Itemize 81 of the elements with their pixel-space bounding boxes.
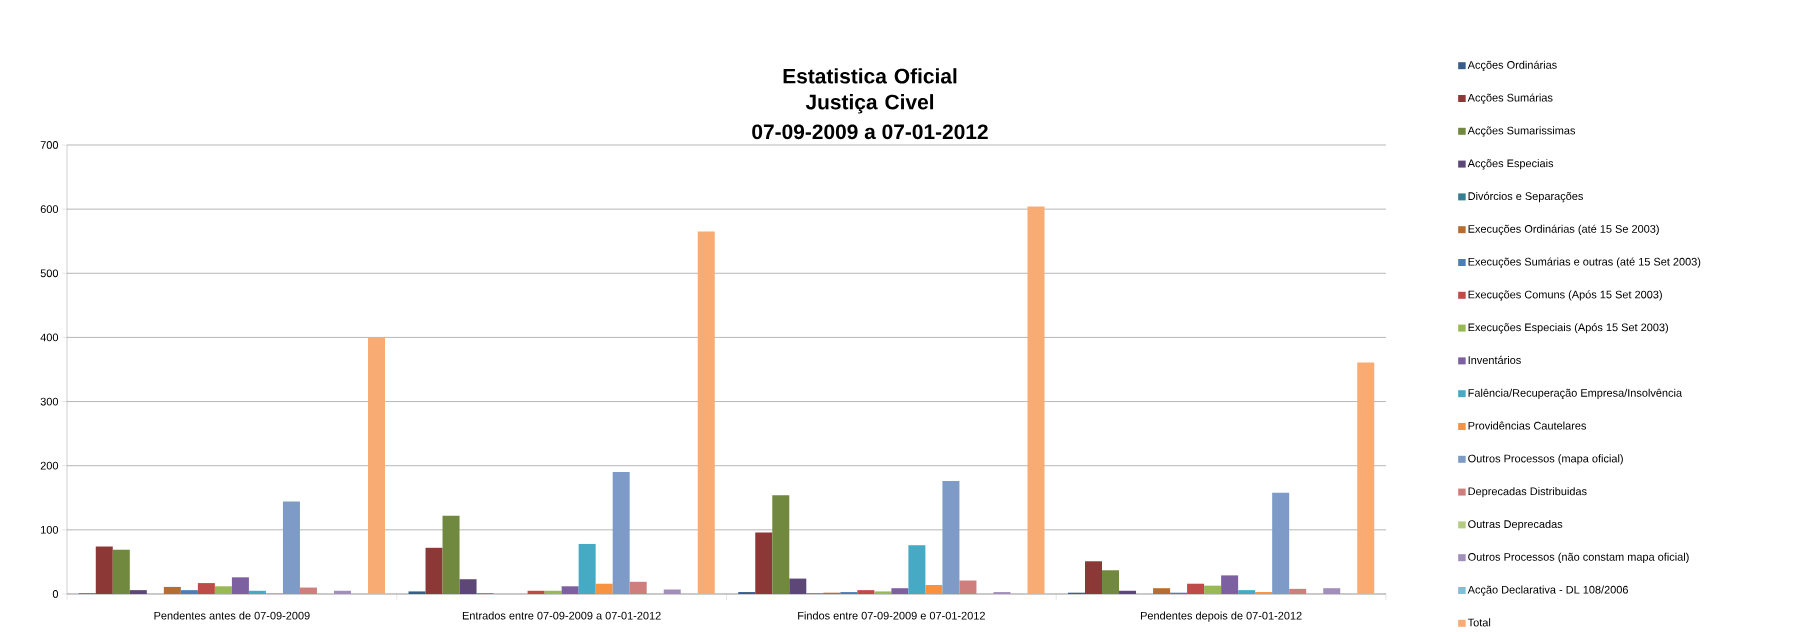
legend-label: Execuções Comuns (Após 15 Set 2003)	[1468, 290, 1662, 301]
bar	[697, 231, 715, 594]
bar	[1027, 206, 1045, 594]
bar	[891, 588, 909, 594]
bar	[129, 590, 147, 594]
legend-label: Execuções Sumárias e outras (até 15 Set 2003)	[1468, 257, 1701, 268]
x-tick-label: Entrados entre 07-09-2009 a 07-01-2012	[462, 611, 661, 620]
legend-label: Acção Declarativa - DL 108/2006	[1467, 585, 1628, 596]
y-tick-label: 300	[40, 397, 59, 406]
bar	[231, 577, 249, 594]
bar	[629, 581, 647, 594]
legend-label: Acções Ordinárias	[1467, 60, 1557, 72]
bar	[612, 472, 630, 594]
legend-label: Execuções Especiais (Após 15 Set 2003)	[1468, 323, 1668, 334]
bar	[925, 585, 943, 594]
bar	[544, 590, 562, 594]
bar	[333, 590, 351, 594]
y-tick-label: 500	[40, 269, 59, 278]
bar	[755, 532, 773, 594]
legend-label: Providências Cautelares	[1468, 421, 1587, 430]
bar	[1204, 585, 1222, 594]
bar	[959, 580, 977, 594]
bar	[1289, 588, 1307, 594]
bar	[789, 578, 807, 594]
bar	[1153, 588, 1171, 594]
y-tick-label: 600	[40, 205, 59, 214]
bar	[1238, 590, 1256, 594]
bar	[459, 579, 477, 594]
bar	[663, 589, 681, 594]
legend-label: Divórcios e Separações	[1468, 191, 1583, 203]
legend-label: Acções Especiais	[1467, 159, 1554, 170]
bar	[442, 515, 460, 594]
chart-title: Estatistica Oficial Justiça Civel	[783, 68, 957, 114]
y-tick-label: 100	[41, 525, 59, 534]
y-tick-label: 700	[40, 141, 59, 149]
bar	[1102, 570, 1120, 594]
bar	[197, 583, 215, 594]
bar	[1187, 583, 1205, 594]
bar	[874, 591, 892, 594]
bar	[1272, 492, 1290, 594]
bar	[1323, 588, 1341, 594]
legend-label: Outras Deprecadas	[1468, 519, 1563, 531]
bar	[942, 481, 960, 594]
x-tick-label: Findos entre 07-09-2009 e 07-01-2012	[798, 611, 985, 620]
legend-label: Falência/Recuperação Empresa/Insolvência	[1468, 388, 1683, 400]
x-tick-label: Pendentes depois de 07-01-2012	[1140, 611, 1302, 622]
bar	[408, 591, 426, 594]
legend-label: Deprecadas Distribuidas	[1468, 487, 1587, 498]
y-tick-label: 400	[40, 333, 59, 342]
legend-label: Inventários	[1468, 355, 1521, 364]
bar	[282, 501, 300, 594]
bar	[527, 590, 545, 594]
bar	[908, 545, 926, 594]
bar	[1221, 575, 1239, 594]
bar	[425, 547, 443, 594]
legend-label: Acções Sumarissimas	[1467, 126, 1576, 137]
bar	[180, 590, 198, 594]
bar	[299, 587, 317, 594]
legend-label: Total	[1467, 618, 1491, 627]
bar	[368, 337, 386, 594]
bar	[857, 590, 875, 594]
y-tick-label: 0	[52, 590, 59, 598]
legend-label: Outros Processos (não constam mapa oficial)	[1468, 552, 1689, 563]
bar	[578, 543, 596, 594]
bar	[595, 583, 613, 594]
bar	[1085, 561, 1103, 594]
bar	[248, 590, 266, 594]
legend-label: Execuções Ordinárias (até 15 Se 2003)	[1468, 224, 1659, 236]
x-tick-label: Pendentes antes de 07-09-2009	[154, 611, 310, 620]
bar	[112, 549, 130, 594]
legend-label: Outros Processos (mapa oficial)	[1468, 454, 1623, 465]
bar	[1119, 590, 1137, 594]
bar	[214, 586, 232, 594]
bar	[772, 495, 790, 594]
chart-subtitle: 07-09-2009 a 07-01-2012	[752, 124, 988, 140]
bar	[1357, 362, 1375, 594]
bar	[95, 546, 113, 594]
bar	[561, 586, 579, 594]
bar	[163, 586, 181, 594]
y-tick-label: 200	[40, 461, 59, 470]
legend-label: Acções Sumárias	[1467, 93, 1553, 104]
